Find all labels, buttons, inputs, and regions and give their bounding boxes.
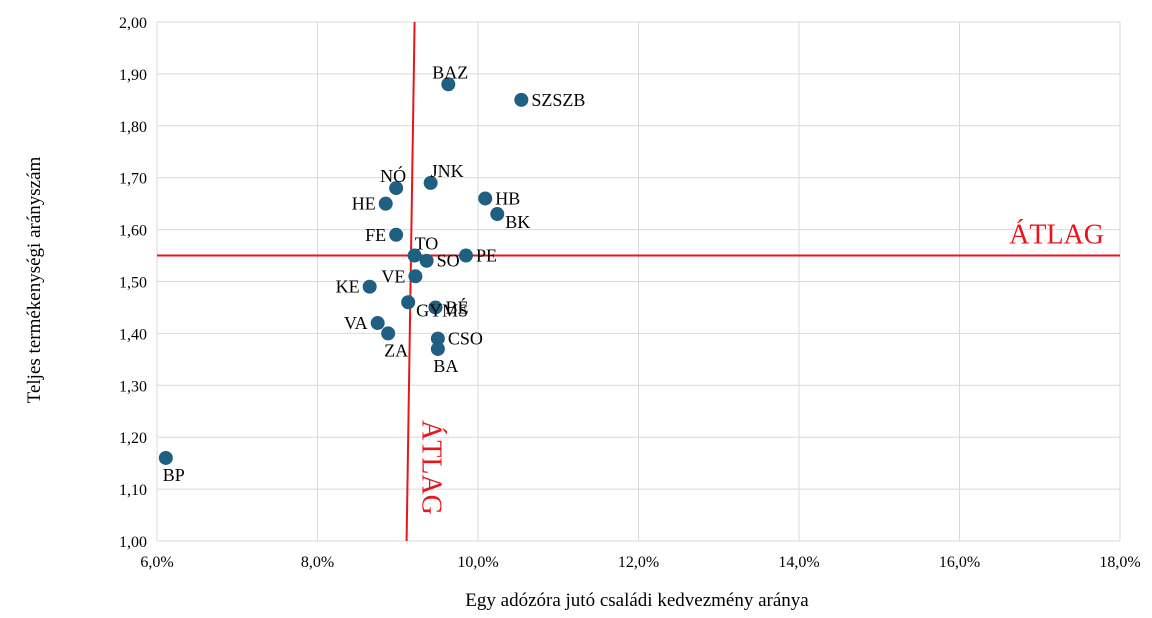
data-point [381,326,396,341]
data-point [430,341,445,356]
point-label: GYMS [416,300,468,320]
y-tick-label: 1,50 [119,275,147,292]
data-point [378,196,393,211]
data-point [423,175,438,190]
point-label: BA [433,356,458,376]
point-label: BK [505,212,530,232]
data-point [441,77,456,92]
point-label: CSO [448,329,483,349]
point-label: SO [437,251,460,271]
average-label-vertical: ÁTLAG [416,420,447,515]
data-point [514,92,529,107]
point-label: ZA [384,340,408,360]
point-label: VA [344,313,368,333]
point-label: BP [163,465,185,485]
point-label: TO [415,234,439,254]
point-label: BAZ [432,62,468,82]
point-label: VE [381,266,405,286]
point-label: JNK [431,161,464,181]
y-tick-label: 1,70 [119,171,147,188]
x-tick-label: 16,0% [939,554,980,571]
x-tick-label: 6,0% [140,554,173,571]
y-tick-label: 1,80 [119,119,147,136]
point-label: BÉ [445,296,468,317]
y-tick-label: 2,00 [119,15,147,32]
average-lines: ÁTLAG ÁTLAG [157,21,1120,542]
point-label: PE [476,246,497,266]
data-point [362,279,377,294]
data-point [158,450,173,465]
y-tick-label: 1,20 [119,430,147,447]
y-tick-label: 1,00 [119,534,147,551]
x-tick-label: 10,0% [457,554,498,571]
data-point [389,227,404,242]
data-point [389,181,404,196]
point-label: SZSZB [531,90,585,110]
y-axis-ticks: 1,00 1,10 1,20 1,30 1,40 1,50 1,60 1,70 1,80 1,90… [119,15,147,551]
data-point [458,248,473,263]
data-point [370,316,385,331]
point-label: HB [495,188,520,208]
y-tick-label: 1,60 [119,223,147,240]
x-tick-label: 14,0% [778,554,819,571]
x-axis-title: Egy adózóra jutó családi kedvezmény arán… [465,590,809,611]
y-tick-label: 1,90 [119,67,147,84]
data-point [428,300,443,315]
data-point [430,331,445,346]
data-point [401,295,416,310]
data-point [408,269,423,284]
average-line-vertical [405,21,416,542]
point-label: HE [352,194,376,214]
point-label: KE [336,277,360,297]
x-axis-ticks: 6,0% 8,0% 10,0% 12,0% 14,0% 16,0% 18,0% [140,554,1140,571]
y-axis-title: Teljes termékenységi arányszám [24,156,45,403]
data-point [478,191,493,206]
y-tick-label: 1,10 [119,482,147,499]
x-tick-label: 12,0% [618,554,659,571]
x-tick-label: 18,0% [1099,554,1140,571]
data-point [419,253,434,268]
data-points [158,77,529,465]
average-label-horizontal: ÁTLAG [1009,220,1104,251]
x-tick-label: 8,0% [301,554,334,571]
y-tick-label: 1,40 [119,326,147,343]
data-point [490,207,505,222]
point-label: NÓ [380,165,406,186]
point-label: FE [365,225,386,245]
grid [156,21,1121,542]
data-point [407,248,422,263]
y-tick-label: 1,30 [119,378,147,395]
